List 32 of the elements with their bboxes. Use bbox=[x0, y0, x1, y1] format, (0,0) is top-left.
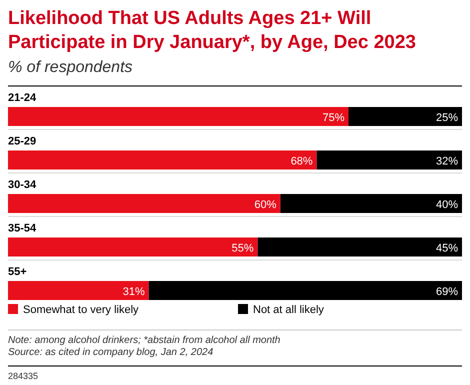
bar bbox=[148, 281, 462, 300]
chart-subtitle: % of respondents bbox=[8, 59, 133, 76]
data-label: 68% bbox=[290, 156, 313, 168]
y-tick-label: 21-24 bbox=[8, 92, 38, 104]
data-label: 55% bbox=[232, 242, 254, 254]
source-note: Source: as cited in company blog, Jan 2, 2024 bbox=[8, 347, 214, 358]
y-tick-label: 30-34 bbox=[8, 179, 38, 191]
data-label: 31% bbox=[122, 286, 145, 298]
bar bbox=[8, 194, 280, 213]
data-label: 69% bbox=[436, 286, 458, 298]
data-label: 45% bbox=[436, 242, 458, 254]
y-tick-label: 25-29 bbox=[8, 136, 36, 148]
legend-label: Not at all likely bbox=[253, 304, 324, 316]
chart-title: Likelihood That US Adults Ages 21+ Will Participate in Dry January*, by Age, Dec 2023 bbox=[8, 8, 416, 53]
text: 284335 bbox=[8, 371, 38, 381]
y-tick-label: 55+ bbox=[8, 266, 27, 278]
data-label: 60% bbox=[254, 199, 277, 211]
bar bbox=[8, 107, 348, 126]
bar bbox=[280, 194, 462, 213]
data-label: 40% bbox=[436, 199, 458, 211]
bar bbox=[8, 238, 258, 256]
legend-label: Somewhat to very likely bbox=[23, 304, 140, 316]
data-label: 32% bbox=[436, 156, 458, 168]
text: Note: among alcohol drinkers; *abstain from alcohol all month bbox=[8, 335, 281, 346]
bar bbox=[8, 150, 317, 170]
y-tick-label: 35-54 bbox=[8, 222, 38, 234]
bar bbox=[348, 107, 462, 126]
bar bbox=[258, 238, 462, 256]
data-label: 25% bbox=[436, 112, 458, 124]
data-label: 75% bbox=[322, 112, 345, 124]
bar bbox=[316, 150, 462, 170]
bar bbox=[8, 281, 149, 300]
